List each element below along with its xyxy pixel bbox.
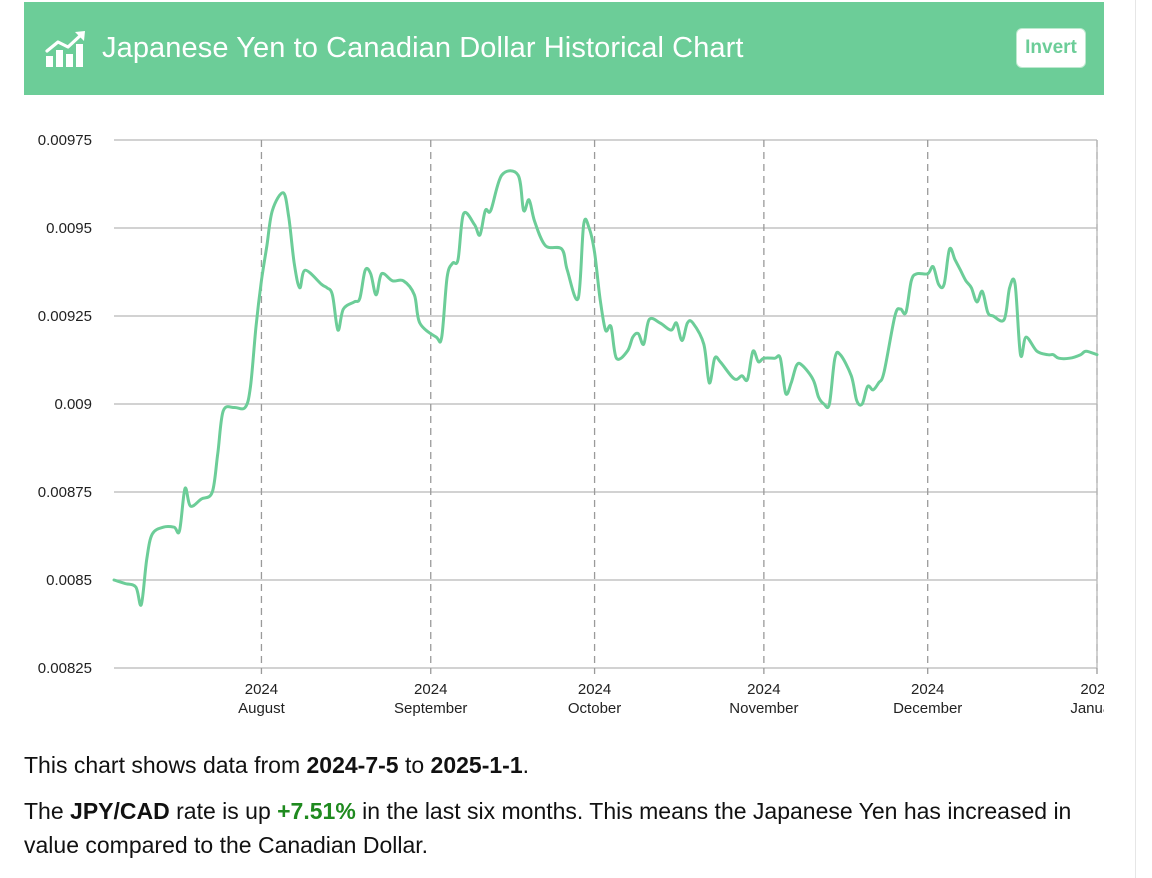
y-tick-label: 0.0085 [46, 572, 92, 589]
y-tick-label: 0.009 [54, 396, 92, 413]
currency-pair: JPY/CAD [70, 798, 170, 824]
x-tick-year: 2024 [747, 681, 780, 698]
y-tick-label: 0.00875 [38, 484, 92, 501]
y-tick-label: 0.00825 [38, 660, 92, 677]
summary-text: rate is up [169, 798, 278, 824]
y-tick-label: 0.00925 [38, 308, 92, 325]
x-tick-month: November [729, 700, 798, 717]
x-tick-month: September [394, 700, 467, 717]
summary-text: . [522, 752, 530, 778]
y-tick-label: 0.00975 [38, 132, 92, 149]
x-tick-year: 2024 [414, 681, 447, 698]
end-date: 2025-1-1 [430, 752, 523, 778]
invert-button[interactable]: Invert [1016, 28, 1086, 68]
x-tick-year: 2024 [911, 681, 944, 698]
x-tick-month: October [568, 700, 621, 717]
chart-trend-icon [44, 29, 88, 69]
x-tick-month: August [238, 700, 286, 717]
summary-text: in the last six months. This means the J… [24, 798, 1072, 858]
chart-svg: 0.00975 0.0095 0.00925 0.009 0.00875 0.0085 0.… [38, 132, 1124, 717]
start-date: 2024-7-5 [306, 752, 399, 778]
x-tick-year: 2024 [578, 681, 611, 698]
line-chart: 0.00975 0.0095 0.00925 0.009 0.00875 0.0085 0.… [24, 120, 1124, 730]
summary-rate-change: The JPY/CAD rate is up +7.51% in the las… [24, 794, 1114, 862]
summary-text: to [398, 752, 431, 778]
series-line [112, 169, 1099, 607]
x-tick-year: 2025 [1080, 681, 1104, 698]
summary-text: The [24, 798, 71, 824]
x-tick-month: December [893, 700, 962, 717]
x-tick-year: 2024 [245, 681, 278, 698]
summary-text: This chart shows data from [24, 752, 307, 778]
summary-date-range: This chart shows data from 2024-7-5 to 2… [24, 748, 1114, 782]
page-title: Japanese Yen to Canadian Dollar Historic… [102, 32, 744, 64]
page-edge-divider [1135, 0, 1136, 878]
x-tick-month: January [1070, 700, 1104, 717]
y-tick-label: 0.0095 [46, 220, 92, 237]
rate-change-value: +7.51% [277, 798, 356, 824]
chart-header: Japanese Yen to Canadian Dollar Historic… [24, 2, 1104, 95]
